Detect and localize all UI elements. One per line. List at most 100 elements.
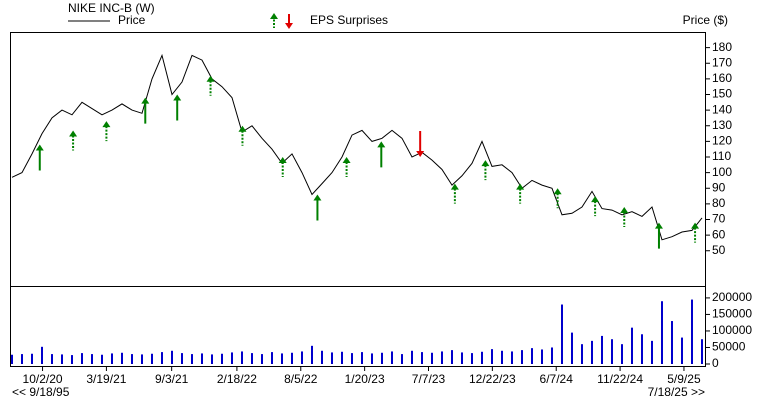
volume-bar	[641, 334, 643, 364]
volume-bar	[321, 350, 323, 364]
x-tick-label: 8/5/22	[284, 372, 318, 386]
volume-bar	[191, 354, 193, 364]
y-tick-label: 180	[712, 40, 732, 54]
eps-arrow	[377, 141, 386, 168]
volume-bar	[261, 354, 263, 364]
eps-arrow	[238, 125, 247, 146]
volume-tick-label: 0	[712, 356, 719, 370]
x-tick-label: 10/2/20	[23, 372, 63, 386]
eps-arrow	[481, 160, 490, 181]
volume-bar	[701, 339, 703, 364]
x-tick-label: 5/9/25	[667, 372, 701, 386]
eps-arrow-head	[206, 75, 215, 82]
volume-bar	[541, 349, 543, 364]
volume-bar	[521, 350, 523, 364]
nav-next[interactable]: 7/18/25 >>	[648, 385, 705, 399]
eps-arrow-head	[591, 196, 600, 203]
eps-arrow-head	[313, 194, 322, 201]
x-tick-label: 1/20/23	[345, 372, 385, 386]
eps-arrow-head	[553, 188, 562, 195]
eps-arrow	[141, 97, 150, 124]
eps-arrow	[450, 183, 459, 204]
volume-bar	[631, 327, 633, 364]
volume-bar	[441, 351, 443, 364]
volume-tick-label: 50000	[712, 340, 746, 354]
y-tick-label: 160	[712, 71, 732, 85]
volume-bar	[311, 345, 313, 364]
volume-bar	[551, 347, 553, 364]
nav-prev[interactable]: << 9/18/95	[12, 385, 70, 399]
eps-arrow-head	[516, 183, 525, 190]
volume-bar	[361, 352, 363, 364]
volume-bar	[531, 348, 533, 364]
eps-arrow	[102, 121, 111, 142]
volume-bar	[291, 352, 293, 364]
volume-bar	[691, 299, 693, 364]
volume-bar	[651, 340, 653, 364]
eps-label: EPS Surprises	[310, 13, 388, 27]
volume-bar	[681, 337, 683, 364]
volume-bar	[31, 353, 33, 364]
y-tick-label: 110	[712, 149, 731, 163]
x-tick-label: 6/7/24	[540, 372, 574, 386]
eps-arrow	[691, 222, 700, 243]
volume-bar	[241, 351, 243, 364]
volume-bar	[331, 352, 333, 364]
y-tick-label: 140	[712, 102, 732, 116]
x-tick-label: 11/22/24	[597, 372, 643, 386]
chart-title: NIKE INC-B (W)	[68, 1, 155, 15]
y-tick-label: 150	[712, 87, 732, 101]
y-tick-label: 170	[712, 55, 732, 69]
y-tick-label: 60	[712, 227, 726, 241]
volume-bar	[231, 352, 233, 364]
volume-bar	[501, 350, 503, 364]
volume-bar	[661, 301, 663, 364]
volume-bar	[211, 354, 213, 364]
eps-arrow-head	[654, 222, 663, 229]
eps-arrow	[342, 157, 351, 177]
volume-bar	[341, 351, 343, 364]
volume-bar	[401, 354, 403, 364]
y-tick-label: 120	[712, 134, 732, 148]
eps-arrow	[69, 130, 78, 151]
volume-bar	[121, 352, 123, 364]
y-tick-label: 80	[712, 196, 726, 210]
eps-arrow-head	[69, 130, 78, 137]
price-line	[11, 53, 703, 241]
volume-bar	[51, 354, 53, 364]
eps-arrow-head	[620, 207, 629, 213]
volume-bar	[481, 351, 483, 364]
volume-bar	[621, 344, 623, 364]
eps-arrow-head	[481, 160, 490, 167]
volume-bar	[451, 350, 453, 364]
volume-bar	[101, 354, 103, 364]
y-tick-label: 90	[712, 180, 726, 194]
volume-bar	[61, 354, 63, 364]
volume-bar	[411, 350, 413, 364]
volume-tick-label: 100000	[712, 323, 752, 337]
volume-bar	[471, 353, 473, 364]
eps-arrow	[313, 194, 322, 221]
eps-arrow-head	[450, 183, 459, 190]
volume-bar	[251, 353, 253, 364]
y-tick-label: 50	[712, 243, 726, 257]
volume-bar	[391, 351, 393, 364]
eps-arrow-head	[173, 94, 182, 101]
eps-arrow	[591, 196, 600, 217]
volume-bar	[141, 354, 143, 364]
volume-bar	[351, 353, 353, 364]
volume-bar	[131, 354, 133, 364]
eps-arrow-head	[377, 141, 386, 148]
eps-arrow-head	[102, 121, 111, 128]
volume-bar	[221, 353, 223, 364]
volume-bar	[571, 332, 573, 364]
eps-arrow-head	[35, 144, 44, 151]
y-axis-label: Price ($)	[683, 13, 728, 27]
legend-label: Price	[118, 13, 146, 27]
volume-bar	[161, 352, 163, 364]
volume-bar	[111, 353, 113, 364]
volume-tick-label: 200000	[712, 290, 752, 304]
eps-arrow-head	[141, 97, 150, 104]
eps-arrow	[173, 94, 182, 121]
volume-bar	[91, 354, 93, 364]
